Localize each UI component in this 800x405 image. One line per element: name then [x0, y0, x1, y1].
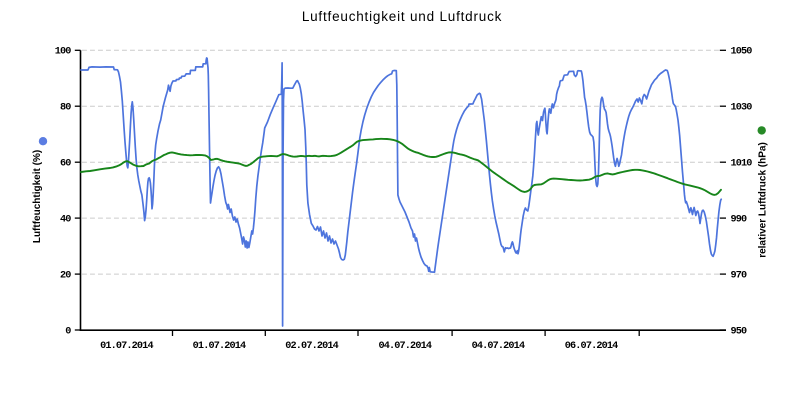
svg-text:80: 80	[60, 103, 71, 114]
svg-text:04.07.2014: 04.07.2014	[378, 341, 431, 352]
svg-text:970: 970	[731, 271, 748, 282]
svg-text:1050: 1050	[731, 47, 753, 58]
svg-text:02.07.2014: 02.07.2014	[285, 341, 338, 352]
svg-text:Luftfeuchtigkeit und Luftdruck: Luftfeuchtigkeit und Luftdruck	[302, 9, 502, 24]
svg-text:990: 990	[731, 215, 748, 226]
svg-text:40: 40	[60, 215, 71, 226]
svg-text:relativer Luftdruck (hPa): relativer Luftdruck (hPa)	[758, 142, 769, 258]
svg-text:01.07.2014: 01.07.2014	[100, 341, 153, 352]
svg-text:06.07.2014: 06.07.2014	[565, 341, 618, 352]
svg-text:Luftfeuchtigkeit (%): Luftfeuchtigkeit (%)	[32, 150, 43, 243]
svg-text:20: 20	[60, 271, 71, 282]
svg-text:1030: 1030	[731, 103, 753, 114]
svg-text:0: 0	[65, 326, 71, 337]
svg-text:01.07.2014: 01.07.2014	[193, 341, 246, 352]
svg-text:04.07.2014: 04.07.2014	[472, 341, 525, 352]
svg-text:60: 60	[60, 159, 71, 170]
svg-text:100: 100	[55, 47, 72, 58]
svg-text:950: 950	[731, 326, 748, 337]
svg-text:1010: 1010	[731, 159, 753, 170]
